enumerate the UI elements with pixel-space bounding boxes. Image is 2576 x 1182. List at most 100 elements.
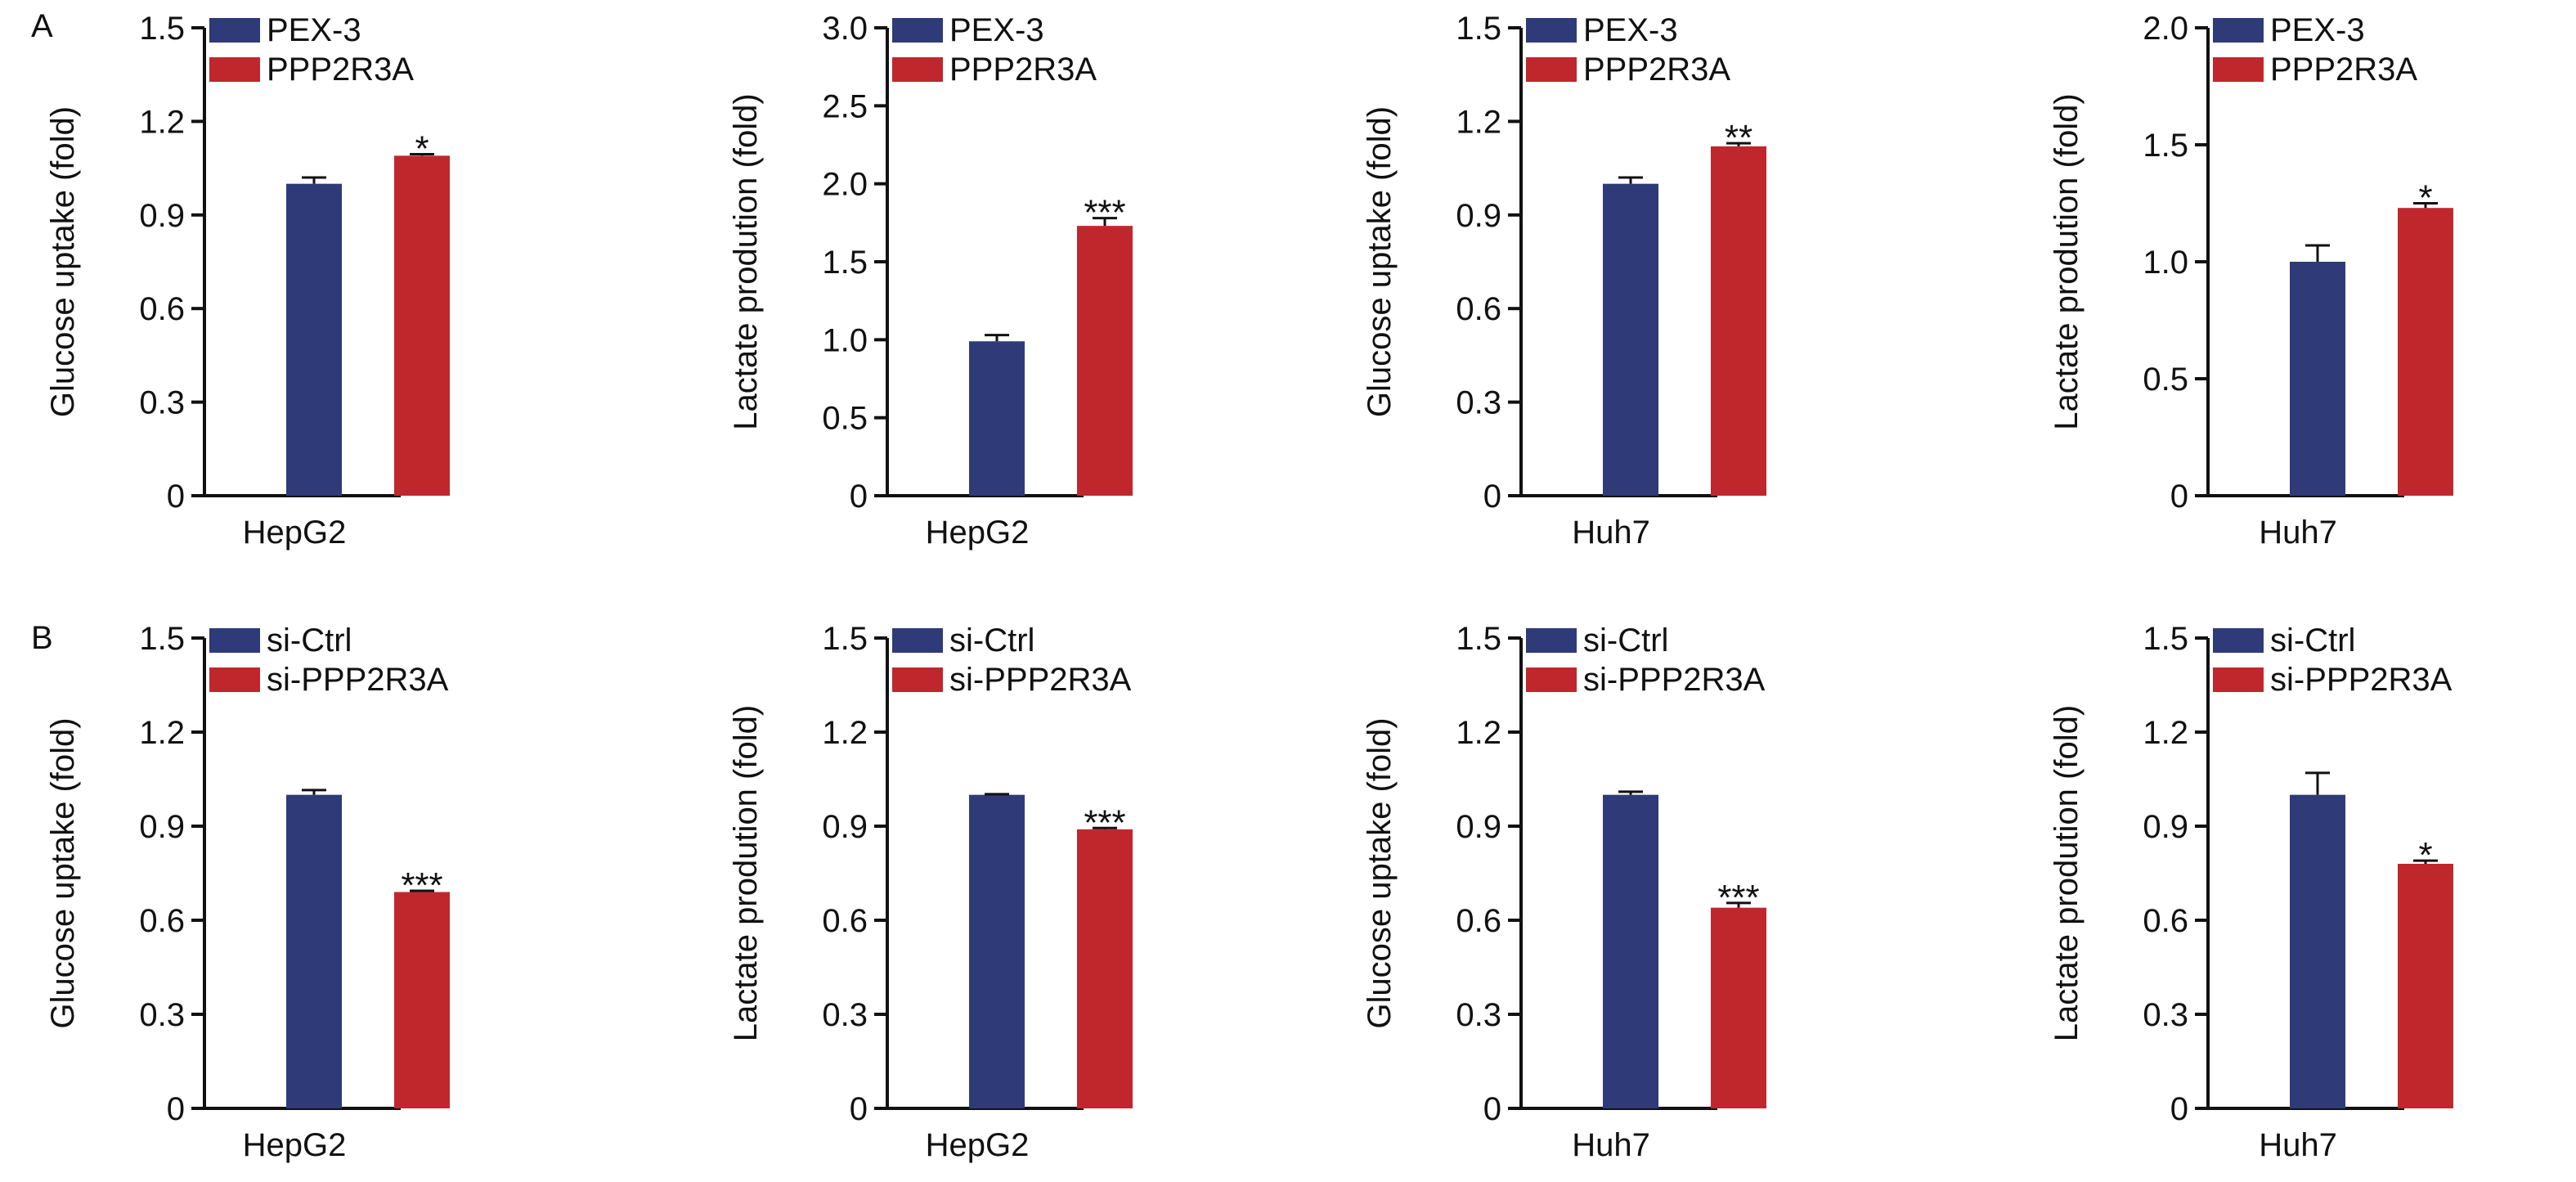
bar [286,183,342,496]
significance-label: * [2418,835,2432,875]
legend-swatch [1526,18,1577,43]
x-axis-label: HepG2 [243,515,347,551]
panel-label-b: B [31,620,53,656]
bar [1603,183,1658,496]
y-tick-label: 1.2 [139,715,185,751]
bar [1603,794,1658,1108]
bar [2398,864,2453,1108]
y-tick-label: 0.3 [822,997,868,1033]
y-tick-label: 0.5 [822,401,868,437]
legend-label: PPP2R3A [2270,52,2417,88]
y-tick-label: 0.3 [2143,997,2188,1033]
y-tick-label: 2.0 [822,167,868,203]
legend-swatch [209,667,260,692]
legend-swatch [892,667,943,692]
legend-label: si-PPP2R3A [1583,662,1766,698]
legend-label: PEX-3 [1583,12,1678,48]
legend-label: si-Ctrl [2270,622,2355,658]
y-axis-label: Lactate prodution (fold) [2049,93,2085,429]
legend-swatch [209,57,260,82]
legend-swatch [209,628,260,653]
chart-3: 0 0.3 0.6 0.9 1.2 1.5 Glucose uptake (fold) Huh… [1362,11,1766,551]
significance-label: *** [1717,878,1759,918]
bar [969,794,1025,1108]
chart-5: 0 0.3 0.6 0.9 1.2 1.5 Glucose uptake (fold) Hep… [45,621,450,1163]
y-tick-label: 2.0 [2143,11,2188,47]
bar [2290,794,2345,1108]
chart-6: 0 0.3 0.6 0.9 1.2 1.5 Lactate prodution (fold)… [728,621,1133,1163]
legend-label: si-PPP2R3A [2270,662,2453,698]
y-tick-label: 1.5 [822,621,868,657]
legend-swatch [892,18,943,43]
legend-swatch [1526,667,1577,692]
y-tick-label: 0.3 [139,385,185,421]
bar [394,155,450,496]
legend-label: PPP2R3A [1583,52,1730,88]
y-tick-label: 1.5 [2143,621,2188,657]
bar [1077,226,1133,496]
y-tick-label: 0.9 [822,809,868,845]
legend-swatch [892,57,943,82]
y-tick-label: 0.5 [2143,362,2188,398]
bar [969,341,1025,496]
y-tick-label: 0.9 [2143,809,2188,845]
y-tick-label: 1.2 [1456,104,1501,140]
y-tick-label: 1.5 [1456,11,1501,47]
legend-label: PEX-3 [949,12,1044,48]
significance-label: * [415,128,429,169]
legend-swatch [2213,667,2264,692]
significance-label: *** [1084,802,1125,843]
y-axis-label: Lactate prodution (fold) [2049,705,2085,1041]
y-tick-label: 0 [1483,479,1501,515]
y-tick-label: 1.5 [1456,621,1501,657]
y-tick-label: 0 [850,1091,868,1127]
legend-swatch [2213,628,2264,653]
y-tick-label: 0.9 [1456,198,1501,234]
significance-label: ** [1725,118,1752,158]
y-tick-label: 1.5 [139,621,185,657]
y-tick-label: 0.6 [822,903,868,939]
y-tick-label: 0.6 [139,903,185,939]
y-tick-label: 0.6 [1456,291,1501,327]
significance-label: * [2418,178,2432,218]
legend-label: PEX-3 [267,12,361,48]
y-tick-label: 0.9 [1456,809,1501,845]
y-tick-label: 0 [167,479,185,515]
y-tick-label: 1.0 [822,322,868,358]
y-tick-label: 0 [1483,1091,1501,1127]
y-axis-label: Glucose uptake (fold) [45,106,81,417]
y-tick-label: 1.5 [139,11,185,47]
significance-label: *** [1084,193,1125,233]
y-tick-label: 1.2 [139,104,185,140]
x-axis-label: Huh7 [2259,1127,2337,1163]
legend-swatch [1526,628,1577,653]
y-tick-label: 0 [2170,1091,2188,1127]
x-axis-label: HepG2 [926,1127,1030,1163]
y-axis-label: Glucose uptake (fold) [1362,106,1398,417]
chart-7: 0 0.3 0.6 0.9 1.2 1.5 Glucose uptake (fold) Huh… [1362,621,1766,1163]
x-axis-label: Huh7 [2259,515,2337,551]
chart-4: 0 0.5 1.0 1.5 2.0 Lactate prodution (fold) Huh… [2049,11,2453,551]
legend-label: PPP2R3A [267,52,414,88]
y-tick-label: 1.5 [822,245,868,281]
legend-swatch [2213,57,2264,82]
x-axis-label: HepG2 [926,515,1030,551]
significance-label: *** [401,865,442,906]
y-tick-label: 1.2 [822,715,868,751]
legend-swatch [892,628,943,653]
y-tick-label: 0 [2170,479,2188,515]
legend-swatch [1526,57,1577,82]
bar [394,892,450,1108]
bar [286,794,342,1108]
y-tick-label: 0 [850,479,868,515]
legend-label: si-PPP2R3A [267,662,449,698]
y-tick-label: 2.5 [822,88,868,124]
y-tick-label: 0.3 [1456,997,1501,1033]
legend-label: si-Ctrl [1583,622,1668,658]
y-tick-label: 3.0 [822,11,868,47]
y-tick-label: 0.3 [1456,385,1501,421]
panel-label-a: A [31,8,53,44]
y-tick-label: 0.9 [139,198,185,234]
bar [1077,829,1133,1108]
